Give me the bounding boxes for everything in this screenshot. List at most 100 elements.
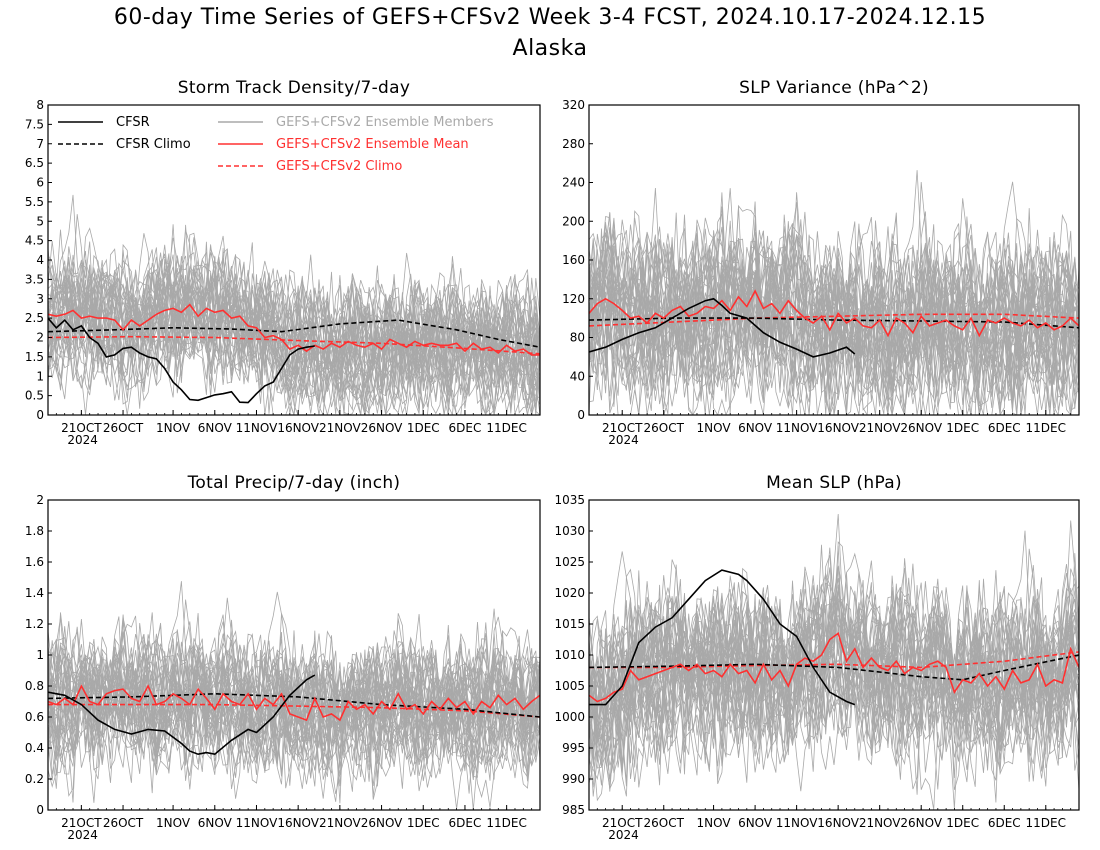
y-tick-label: 320 xyxy=(562,98,585,112)
x-tick-label: 6DEC xyxy=(449,816,482,830)
series-cfsr-climo xyxy=(48,692,540,718)
series-cfsr-climo xyxy=(589,654,1079,681)
y-tick-label: 0 xyxy=(577,408,585,422)
x-tick-label: 26NOV xyxy=(361,421,403,435)
ensemble-member-line xyxy=(589,192,1079,415)
ensemble-member-line xyxy=(589,212,1079,415)
x-tick-label: 6DEC xyxy=(988,421,1021,435)
y-tick-label: 2 xyxy=(36,331,44,345)
series-gefs-cfsv2-ensemble-mean xyxy=(48,684,540,722)
y-tick-label: 0 xyxy=(36,803,44,817)
y-tick-label: 0.5 xyxy=(25,389,44,403)
ensemble-members xyxy=(48,194,540,415)
x-tick-label: 21OCT xyxy=(61,421,102,435)
y-tick-label: 1.5 xyxy=(25,350,44,364)
ensemble-member-line xyxy=(48,214,540,415)
x-tick-label: 6DEC xyxy=(988,816,1021,830)
y-tick-label: 2.5 xyxy=(25,311,44,325)
y-tick-label: 7.5 xyxy=(25,117,44,131)
x-tick-label: 1DEC xyxy=(946,421,979,435)
x-tick-label: 16NOV xyxy=(817,816,859,830)
ensemble-member-line xyxy=(48,224,540,413)
x-tick-label: 21NOV xyxy=(319,421,361,435)
series-cfsr xyxy=(589,569,856,706)
x-tick-label: 26NOV xyxy=(900,421,942,435)
legend-label-cfsr-climo: CFSR Climo xyxy=(116,137,191,152)
panel-title: Mean SLP (hPa) xyxy=(766,473,902,493)
legend-label-members: GEFS+CFSv2 Ensemble Members xyxy=(276,115,494,130)
x-year-label: 2024 xyxy=(608,828,639,842)
y-tick-label: 0.6 xyxy=(25,710,44,724)
y-tick-label: 1030 xyxy=(554,524,585,538)
y-tick-label: 40 xyxy=(570,369,585,383)
ensemble-member-line xyxy=(48,244,540,415)
x-year-label: 2024 xyxy=(608,433,639,447)
y-tick-label: 1.2 xyxy=(25,617,44,631)
y-tick-label: 1015 xyxy=(554,617,585,631)
ensemble-member-line xyxy=(589,520,1079,809)
ensemble-member-line xyxy=(589,530,1079,772)
page-title: 60-day Time Series of GEFS+CFSv2 Week 3-… xyxy=(113,5,987,30)
y-tick-label: 4.5 xyxy=(25,234,44,248)
x-tick-label: 1NOV xyxy=(697,421,732,435)
y-tick-label: 200 xyxy=(562,214,585,228)
ensemble-member-line xyxy=(589,590,1079,780)
ensemble-members xyxy=(48,581,540,810)
y-tick-label: 990 xyxy=(562,772,585,786)
x-tick-label: 11NOV xyxy=(776,816,818,830)
chart-panel-1: Storm Track Density/7-day 0 0.5 1 1.5 2 2.5 3 3.… xyxy=(25,78,541,447)
x-tick-label: 11NOV xyxy=(236,816,278,830)
ensemble-member-line xyxy=(589,181,1079,415)
x-tick-label: 1NOV xyxy=(156,816,191,830)
legend-label-cfsr: CFSR xyxy=(116,115,150,130)
chart-panel-2: SLP Variance (hPa^2) 0 40 80 120 160 200 240 280… xyxy=(562,78,1080,447)
ensemble-member-line xyxy=(48,263,540,415)
ensemble-member-line xyxy=(48,633,540,785)
x-tick-label: 1NOV xyxy=(697,816,732,830)
ensemble-member-line xyxy=(48,614,540,775)
x-tick-label: 21OCT xyxy=(61,816,102,830)
legend-label-ens-mean: GEFS+CFSv2 Ensemble Mean xyxy=(276,137,469,152)
x-tick-label: 6NOV xyxy=(198,421,233,435)
series-cfsr xyxy=(48,674,316,756)
y-tick-label: 1010 xyxy=(554,648,585,662)
ensemble-member-line xyxy=(589,571,1079,757)
x-tick-label: 26OCT xyxy=(644,816,685,830)
x-tick-label: 16NOV xyxy=(277,421,319,435)
ensemble-member-line xyxy=(48,261,540,394)
ensemble-member-line xyxy=(48,253,540,413)
y-tick-label: 240 xyxy=(562,176,585,190)
x-tick-label: 6DEC xyxy=(449,421,482,435)
ensemble-member-line xyxy=(589,187,1079,415)
series-gefs-cfsv2-climo xyxy=(48,703,540,718)
x-tick-label: 26NOV xyxy=(361,816,403,830)
y-tick-label: 1 xyxy=(36,369,44,383)
y-tick-label: 1.4 xyxy=(25,586,44,600)
y-tick-label: 1020 xyxy=(554,586,585,600)
ensemble-member-line xyxy=(589,223,1079,415)
x-tick-label: 21NOV xyxy=(859,421,901,435)
series-cfsr xyxy=(48,317,315,404)
y-tick-label: 6.5 xyxy=(25,156,44,170)
x-tick-label: 6NOV xyxy=(738,816,773,830)
ensemble-members xyxy=(589,170,1079,415)
x-tick-label: 1NOV xyxy=(156,421,191,435)
x-tick-label: 21OCT xyxy=(602,421,643,435)
series-gefs-cfsv2-ensemble-mean xyxy=(48,303,540,356)
x-tick-label: 11DEC xyxy=(1026,421,1066,435)
y-tick-label: 5 xyxy=(36,214,44,228)
ensemble-member-line xyxy=(48,599,540,809)
y-tick-label: 1 xyxy=(36,648,44,662)
x-tick-label: 16NOV xyxy=(277,816,319,830)
y-tick-label: 4 xyxy=(36,253,44,267)
x-tick-label: 26OCT xyxy=(644,421,685,435)
y-tick-label: 995 xyxy=(562,741,585,755)
y-tick-label: 3 xyxy=(36,292,44,306)
x-tick-label: 1DEC xyxy=(946,816,979,830)
x-tick-label: 26NOV xyxy=(900,816,942,830)
panel-title: Total Precip/7-day (inch) xyxy=(187,473,401,493)
x-tick-label: 6NOV xyxy=(198,816,233,830)
series-gefs-cfsv2-ensemble-mean xyxy=(589,631,1079,703)
x-tick-label: 21NOV xyxy=(859,816,901,830)
